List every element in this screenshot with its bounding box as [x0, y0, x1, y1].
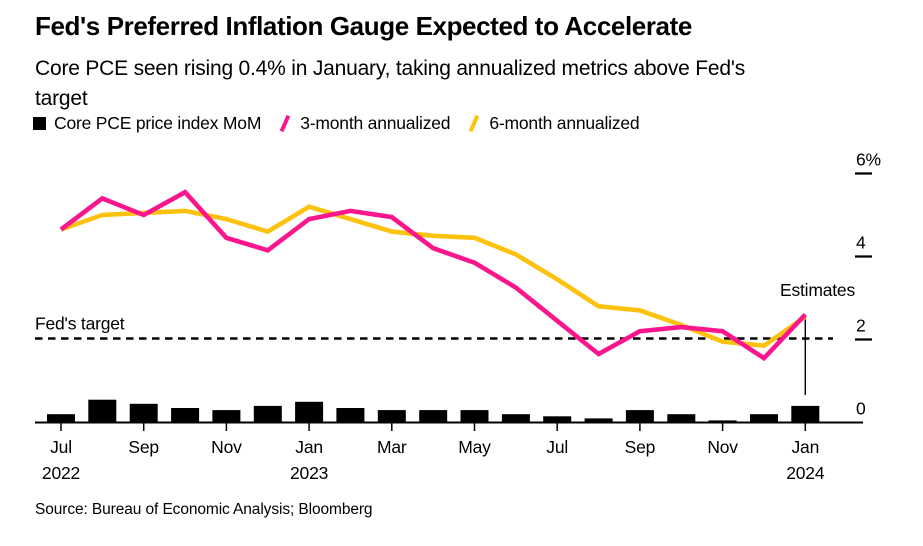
legend-item-6-month: 6-month annualized: [467, 113, 640, 134]
x-tick-label-month: Jan: [791, 437, 819, 457]
chart-title: Fed's Preferred Inflation Gauge Expected…: [35, 11, 692, 41]
legend-item-core-pce: Core PCE price index MoM: [33, 113, 261, 134]
chart-subtitle: Core PCE seen rising 0.4% in January, ta…: [35, 54, 745, 114]
x-tick-label-month: Sep: [128, 437, 159, 457]
bar-aug-2022: [88, 399, 117, 423]
source-note: Source: Bureau of Economic Analysis; Blo…: [35, 501, 373, 518]
legend-label-6-month: 6-month annualized: [489, 113, 640, 133]
x-tick-label-month: Sep: [625, 437, 656, 457]
bar-nov-2023: [708, 420, 737, 423]
line-6-month-annualized: [60, 204, 807, 349]
chart-subtitle-line2: target: [35, 87, 88, 110]
fed-target-label: Fed's target: [35, 314, 125, 334]
bar-aug-2023: [584, 418, 613, 423]
y-tick-label: 0: [856, 399, 866, 419]
bar-nov-2022: [212, 410, 241, 423]
bar-mar-2023: [377, 410, 406, 423]
bar-jun-2023: [501, 414, 530, 423]
y-tick-label: 4: [856, 233, 866, 253]
estimates-label: Estimates: [780, 280, 855, 300]
bar-jan-2023: [295, 401, 324, 423]
x-tick-label-month: Mar: [377, 437, 407, 457]
legend-label-core-pce: Core PCE price index MoM: [54, 113, 262, 133]
bar-oct-2023: [667, 414, 696, 423]
legend-label-3-month: 3-month annualized: [300, 113, 451, 133]
bar-jul-2023: [543, 416, 572, 423]
x-tick-label-month: Jul: [546, 437, 568, 457]
legend-item-3-month: 3-month annualized: [278, 113, 451, 134]
y-tick-label: 2: [856, 316, 866, 336]
bar-oct-2022: [171, 408, 200, 423]
y-tick-label: 6%: [856, 150, 881, 170]
x-tick-label-month: May: [458, 437, 491, 457]
bar-dec-2023: [750, 414, 778, 423]
x-tick-label-month: Jul: [50, 437, 72, 457]
bar-apr-2023: [419, 410, 448, 423]
x-tick-label-month: Nov: [211, 437, 242, 457]
x-tick-label-year: 2022: [42, 463, 80, 483]
bar-sep-2022: [129, 403, 158, 423]
chart-subtitle-line1: Core PCE seen rising 0.4% in January, ta…: [35, 57, 745, 80]
bar-jan-2024: [791, 405, 820, 423]
x-tick-label-month: Jan: [295, 437, 323, 457]
bar-dec-2022: [253, 405, 282, 423]
x-tick-label-year: 2024: [786, 463, 825, 483]
bar-jul-2022: [47, 414, 75, 423]
black-square-swatch-icon: [33, 117, 46, 130]
bar-may-2023: [460, 410, 489, 423]
x-tick-label-year: 2023: [290, 463, 328, 483]
bar-feb-2023: [336, 408, 365, 423]
x-tick-label-month: Nov: [707, 437, 738, 457]
bar-sep-2023: [625, 410, 654, 423]
legend: Core PCE price index MoM 3-month annuali…: [33, 113, 640, 134]
line-3-month-annualized: [59, 189, 807, 362]
